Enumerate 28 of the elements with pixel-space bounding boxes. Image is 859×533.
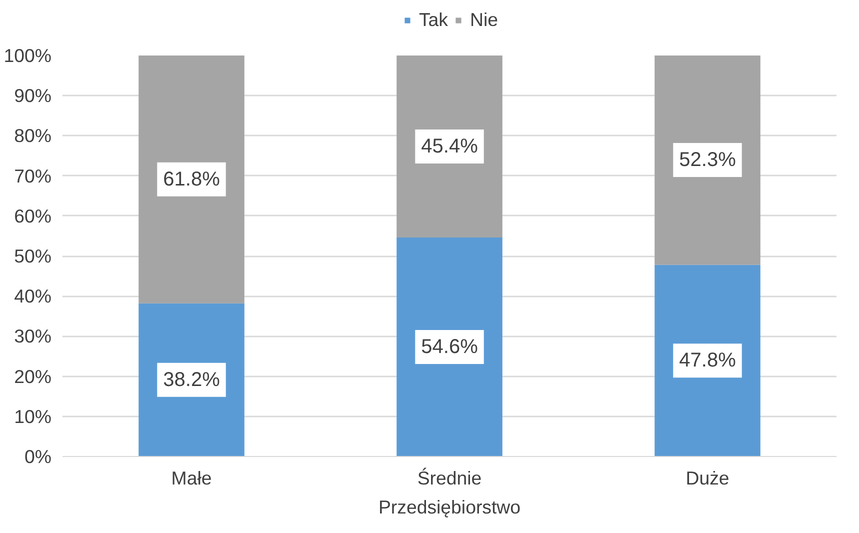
y-tick-label: 40% [14, 286, 52, 307]
x-axis-title: Przedsiębiorstwo [378, 496, 521, 518]
x-tick-label: Małe [171, 468, 212, 488]
data-label: 47.8% [679, 350, 736, 372]
data-label: 52.3% [679, 148, 736, 171]
bar [138, 56, 244, 304]
y-tick-label: 30% [14, 326, 52, 347]
y-tick-label: 10% [14, 406, 52, 427]
bar [654, 264, 760, 456]
y-tick-label: 50% [14, 246, 52, 266]
legend-label: Nie [470, 9, 498, 31]
x-tick-label: Średnie [417, 468, 482, 488]
data-label: 61.8% [163, 168, 220, 190]
data-label: 45.4% [421, 136, 478, 158]
y-tick-label: 0% [24, 446, 52, 467]
legend-label: Tak [418, 9, 448, 31]
x-tick-label: Duże [686, 468, 730, 488]
y-tick-label: 20% [14, 366, 52, 387]
y-tick-label: 80% [14, 125, 52, 146]
y-tick-label: 100% [4, 45, 52, 66]
y-tick-label: 70% [14, 165, 52, 186]
bar [396, 56, 502, 238]
bar [396, 238, 502, 456]
y-tick-label: 90% [14, 85, 52, 106]
data-label: 38.2% [163, 368, 220, 391]
y-tick-label: 60% [14, 205, 52, 226]
data-label: 54.6% [421, 336, 478, 358]
bar [654, 56, 760, 265]
